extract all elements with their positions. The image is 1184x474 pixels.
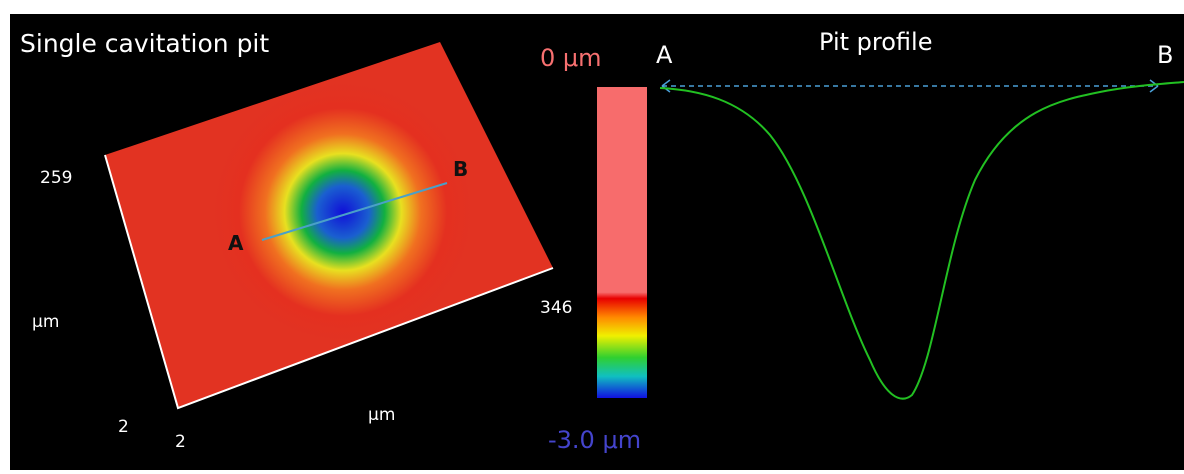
axis-label: 346 [540,298,572,318]
surface-map [105,42,553,408]
profile-curve [659,81,1184,400]
panel-title: Single cavitation pit [20,29,269,58]
section-line [261,182,448,241]
point-label: A [656,41,673,69]
color-scale [597,87,647,398]
point-label: B [453,157,468,181]
axis-unit: μm [368,405,395,425]
panel-title: Pit profile [819,28,932,56]
surface-axes [104,154,554,410]
axis-unit: μm [32,312,59,332]
axis-label: 259 [40,168,72,188]
axis-label: 2 [118,417,129,437]
scale-label: -3.0 μm [548,426,641,454]
axis-label: 2 [175,432,186,452]
point-label: A [228,231,244,255]
point-label: B [1157,41,1173,69]
scale-label: 0 μm [540,44,602,72]
